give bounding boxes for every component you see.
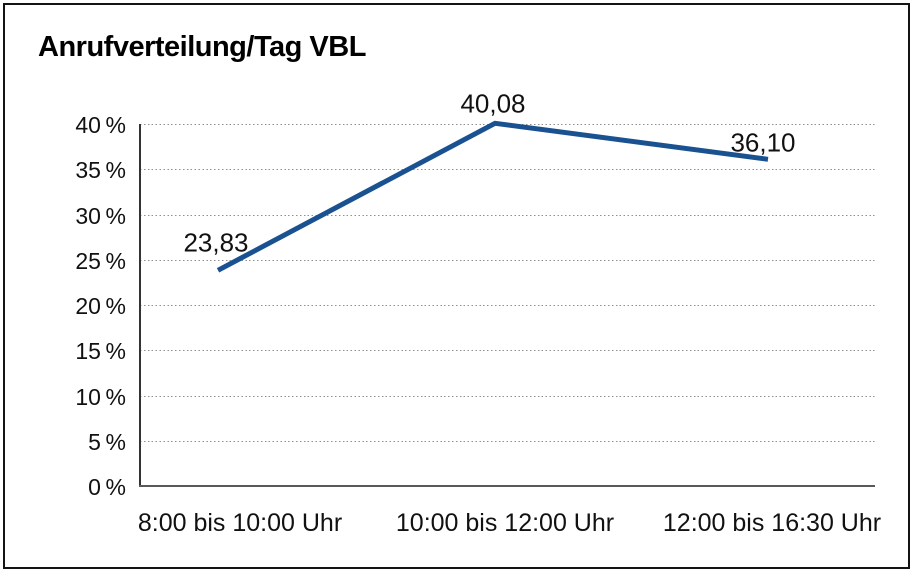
y-tick-label: 5 % bbox=[88, 429, 126, 455]
x-category-label: 8:00 bis 10:00 Uhr bbox=[138, 509, 342, 537]
y-tick-label: 15 % bbox=[75, 338, 126, 364]
chart-title: Anrufverteilung/Tag VBL bbox=[38, 31, 366, 63]
data-point-label: 40,08 bbox=[460, 88, 525, 118]
y-tick-label: 40 % bbox=[75, 112, 126, 138]
data-point-label: 36,10 bbox=[730, 127, 795, 157]
x-category-label: 12:00 bis 16:30 Uhr bbox=[663, 509, 881, 537]
data-series-line bbox=[216, 120, 769, 273]
y-tick-label: 20 % bbox=[75, 293, 126, 319]
y-tick-label: 25 % bbox=[75, 248, 126, 274]
x-category-label: 10:00 bis 12:00 Uhr bbox=[396, 509, 614, 537]
y-tick-label: 10 % bbox=[75, 384, 126, 410]
y-tick-label: 30 % bbox=[75, 203, 126, 229]
y-tick-label: 35 % bbox=[75, 157, 126, 183]
data-point-label: 23,83 bbox=[183, 227, 248, 257]
y-tick-label: 0 % bbox=[88, 474, 126, 500]
